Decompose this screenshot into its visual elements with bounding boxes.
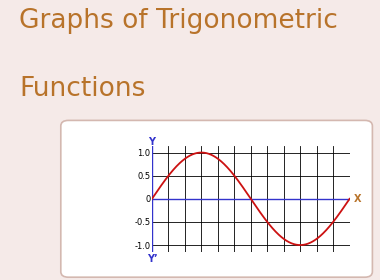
Text: Y: Y	[149, 137, 155, 146]
Text: Functions: Functions	[19, 76, 146, 102]
Text: Y’: Y’	[147, 254, 157, 264]
Text: Graphs of Trigonometric: Graphs of Trigonometric	[19, 8, 338, 34]
Text: X: X	[353, 194, 361, 204]
